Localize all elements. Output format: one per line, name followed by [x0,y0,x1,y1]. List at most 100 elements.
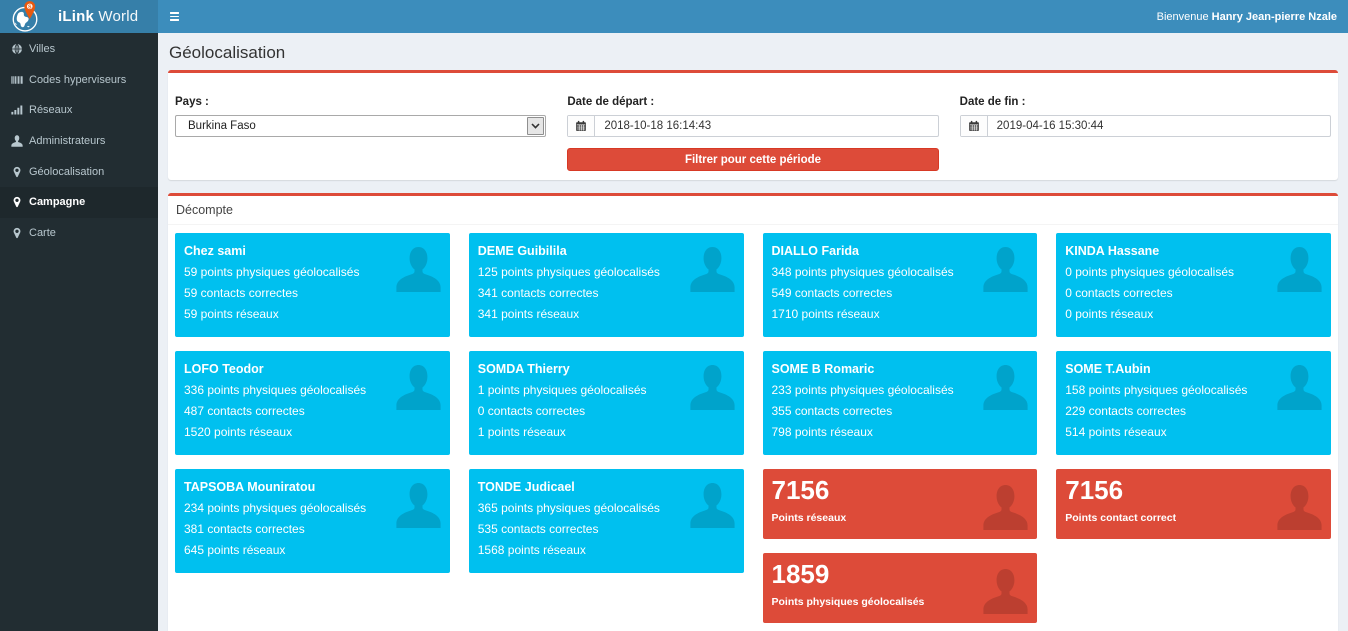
agent-stat-line: 0 points physiques géolocalisés [1065,265,1235,279]
page-title: Géolocalisation [169,43,286,62]
agent-stat-line: 798 points réseaux [771,424,873,439]
sidebar-toggle-button[interactable] [159,0,189,33]
agent-name: SOME B Romaric [771,362,875,376]
agent-stat-line: 355 contacts correctes [771,403,893,418]
agent-name: TONDE Judicael [477,480,575,494]
agent-card[interactable]: Chez sami 59 points physiques géolocalis… [175,233,450,337]
agent-stat-line: 229 contacts correctes [1065,403,1186,418]
agent-card[interactable]: TONDE Judicael 365 points physiques géol… [468,469,744,573]
agent-stat-line: 1520 points réseaux [184,424,293,439]
summary-label: Points réseaux [771,512,847,524]
agent-card[interactable]: LOFO Teodor 336 points physiques géoloca… [175,351,450,455]
summary-card[interactable]: 1859 Points physiques géolocalisés [762,553,1038,623]
agent-stat-line: 514 points réseaux [1065,424,1167,439]
person-silhouette-icon [982,246,1029,293]
filter-box: Pays : Burkina Faso Date de départ : Fi [168,70,1338,180]
agent-stat-line: 158 points physiques géolocalisés [1065,383,1248,397]
agent-card[interactable]: DIALLO Farida 348 points physiques géolo… [762,233,1038,337]
summary-label: Points physiques géolocalisés [771,596,925,608]
sidebar-item-label: Villes [29,43,56,56]
filter-period-button[interactable]: Filtrer pour cette période [567,148,939,171]
date-end-input[interactable] [987,116,1330,136]
brand-title-bold: iLink [58,8,95,25]
welcome-message[interactable]: Bienvenue Hanry Jean-pierre Nzale [1157,11,1337,23]
agent-stat-line: 487 contacts correctes [184,403,305,418]
sidebar-item-codes-hyperviseurs[interactable]: Codes hyperviseurs [0,65,158,96]
chevron-down-icon [527,117,545,135]
svg-text:S: S [28,4,32,10]
agent-name: SOMDA Thierry [477,362,570,376]
agent-card[interactable]: TAPSOBA Mouniratou 234 points physiques … [175,469,450,573]
summary-card[interactable]: 7156 Points contact correct [1056,469,1331,539]
person-silhouette-icon [395,364,442,411]
barcode-icon [11,74,23,86]
person-silhouette-icon [1276,246,1323,293]
content: Géolocalisation Pays : Burkina Faso Date… [158,33,1348,631]
calendar-icon [568,116,596,136]
main-header: S iLink World Bienvenue Hanry Jean-pierr… [0,0,1348,33]
navbar: Bienvenue Hanry Jean-pierre Nzale [158,0,1348,33]
globe-icon [11,43,23,55]
agent-name: DIALLO Farida [771,244,860,258]
agent-stat-line: 365 points physiques géolocalisés [477,501,660,515]
agent-card[interactable]: SOME B Romaric 233 points physiques géol… [762,351,1038,455]
agent-card[interactable]: SOME T.Aubin 158 points physiques géoloc… [1056,351,1331,455]
agent-stat-line: 645 points réseaux [184,542,286,557]
agent-card[interactable]: DEME Guibilila 125 points physiques géol… [468,233,744,337]
agent-stat-line: 125 points physiques géolocalisés [477,265,660,279]
cards-column: DIALLO Farida 348 points physiques géolo… [762,233,1038,631]
brand-title: iLink World [58,8,138,25]
decompte-box-header: Décompte [168,196,1338,225]
agent-stat-line: 549 contacts correctes [771,285,893,300]
date-start-field-group: Date de départ : Filtrer pour cette péri… [567,96,939,171]
map-marker-icon [11,196,23,208]
ilink-globe-pin-logo-icon: S [12,1,38,32]
sidebar-item-g-olocalisation[interactable]: Géolocalisation [0,156,158,187]
agent-stat-line: 341 contacts correctes [477,285,599,300]
date-start-input-group [567,115,939,137]
sidebar-item-carte[interactable]: Carte [0,218,158,249]
sidebar-item-r-seaux[interactable]: Réseaux [0,95,158,126]
summary-value: 7156 [771,475,830,505]
brand-title-light: World [98,8,139,25]
sidebar-item-label: Codes hyperviseurs [29,73,127,86]
brand[interactable]: S iLink World [0,0,158,33]
agent-card[interactable]: KINDA Hassane 0 points physiques géoloca… [1056,233,1331,337]
agent-stat-line: 1568 points réseaux [477,542,586,557]
calendar-icon [960,116,988,136]
user-name: Hanry Jean-pierre Nzale [1211,10,1337,23]
agent-name: TAPSOBA Mouniratou [184,480,316,494]
sidebar-item-campagne[interactable]: Campagne [0,186,158,218]
decompte-box: Décompte Chez sami 59 points physiques g… [168,193,1338,631]
sidebar: Villes Codes hyperviseurs Réseaux Admini… [0,33,158,631]
sidebar-item-administrateurs[interactable]: Administrateurs [0,126,158,157]
summary-card[interactable]: 7156 Points réseaux [762,469,1038,539]
person-silhouette-icon [982,484,1029,531]
person-silhouette-icon [395,246,442,293]
agent-stat-line: 1710 points réseaux [771,306,880,321]
map-marker-icon [11,227,23,239]
agent-stat-line: 0 contacts correctes [1065,285,1173,300]
agent-stat-line: 59 contacts correctes [184,285,299,300]
agent-stat-line: 381 contacts correctes [184,521,305,536]
cards-column: KINDA Hassane 0 points physiques géoloca… [1056,233,1331,553]
agent-stat-line: 348 points physiques géolocalisés [771,265,954,279]
country-select[interactable]: Burkina Faso [175,115,547,137]
cards-grid: Chez sami 59 points physiques géolocalis… [175,233,1331,631]
date-end-field-group: Date de fin : [959,96,1331,171]
sidebar-item-label: Campagne [29,196,86,209]
agent-stat-line: 0 contacts correctes [477,403,586,418]
welcome-prefix: Bienvenue [1156,10,1212,23]
agent-stat-line: 59 points physiques géolocalisés [184,265,360,279]
agent-card[interactable]: SOMDA Thierry 1 points physiques géoloca… [468,351,744,455]
agent-stat-line: 233 points physiques géolocalisés [771,383,954,397]
decompte-title: Décompte [176,203,233,217]
date-start-input[interactable] [595,116,938,136]
country-select-value: Burkina Faso [188,120,256,132]
date-end-label: Date de fin : [959,96,1026,108]
agent-name: DEME Guibilila [477,244,567,258]
person-silhouette-icon [689,246,736,293]
sidebar-item-label: Géolocalisation [29,165,105,178]
sidebar-item-villes[interactable]: Villes [0,34,158,65]
sidebar-item-label: Administrateurs [29,135,106,148]
